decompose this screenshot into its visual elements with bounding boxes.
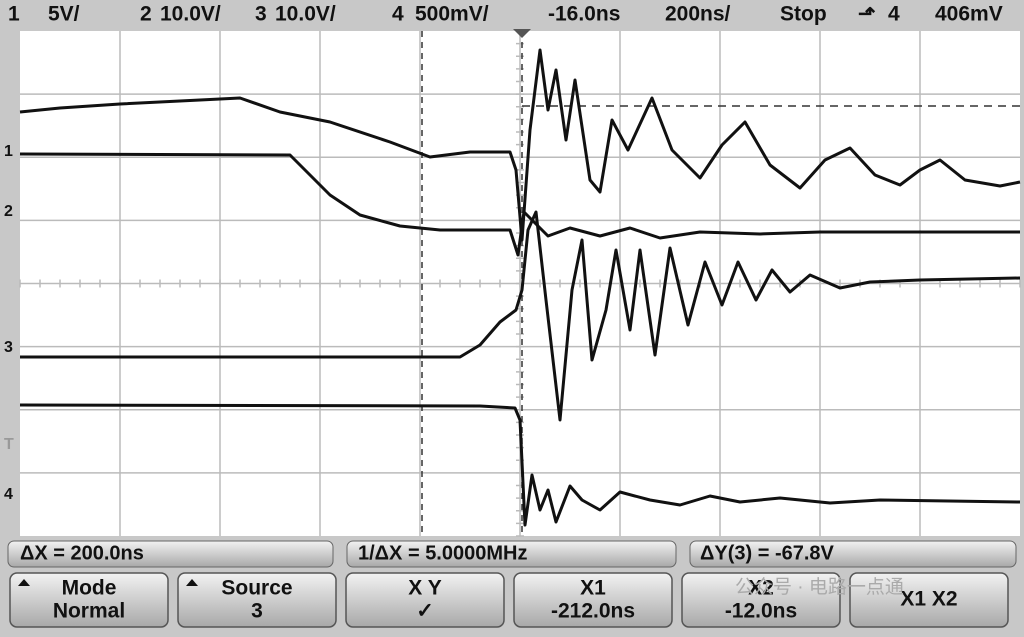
softkey[interactable] (849, 572, 1009, 628)
softkey[interactable] (9, 572, 169, 628)
delta-y: ΔY(3) = -67.8V (700, 542, 835, 564)
ch1-label: 1 (8, 3, 20, 26)
trace-ch2 (19, 152, 1020, 257)
softkey-title: X1 X2 (900, 588, 957, 611)
menu-arrow (186, 579, 198, 586)
softkey-title: Mode (62, 577, 117, 600)
softkey-title: X2 (748, 577, 774, 600)
trace-ch3 (20, 210, 1021, 422)
softkey[interactable] (177, 572, 337, 628)
delta-x: ΔX = 200.0ns (20, 542, 144, 564)
ch3-marker: 3 (4, 339, 13, 356)
header: 1 5V/ 2 10.0V/ 3 10.0V/ 4 500mV/ -16.0ns… (8, 3, 1003, 26)
inverse-delta-x: 1/ΔX = 5.0000MHz (358, 542, 527, 564)
trigger-position-marker (513, 29, 531, 38)
trigger-level: 406mV (935, 3, 1003, 26)
trigger-marker: T (4, 436, 14, 453)
timebase: 200ns/ (665, 3, 731, 26)
softkey-value: -212.0ns (551, 600, 635, 623)
trace-ch1 (19, 48, 1021, 242)
meas-box (7, 540, 334, 568)
softkey[interactable] (513, 572, 673, 628)
trace-ch4 (19, 403, 1021, 527)
grid (19, 30, 1021, 537)
meas-box (689, 540, 1017, 568)
measurement-bar: ΔX = 200.0ns 1/ΔX = 5.0000MHz ΔY(3) = -6… (7, 540, 1017, 568)
softkey-value: Normal (53, 600, 125, 623)
run-state: Stop (780, 3, 827, 26)
ch3-label: 3 (255, 3, 267, 26)
softkey-title: X Y (408, 577, 441, 600)
softkey-title: X1 (580, 577, 606, 600)
ch4-label: 4 (392, 3, 404, 26)
ch2-scale: 10.0V/ (160, 3, 221, 26)
ch1-marker: 1 (4, 143, 13, 160)
softkey-value: ✓ (416, 600, 434, 623)
ch4-scale: 500mV/ (415, 3, 489, 26)
softkey[interactable] (345, 572, 505, 628)
menu-arrow (18, 579, 30, 586)
ch2-label: 2 (140, 3, 152, 26)
softkey[interactable] (681, 572, 841, 628)
softkey-title: Source (221, 577, 292, 600)
ch3-scale: 10.0V/ (275, 3, 336, 26)
trigger-slope: ⬏ (858, 3, 876, 26)
ch4-marker: 4 (4, 486, 13, 503)
trigger-source: 4 (888, 3, 900, 26)
softkey-value: 3 (251, 600, 263, 623)
ch2-marker: 2 (4, 203, 13, 220)
ch1-scale: 5V/ (48, 3, 80, 26)
meas-box (346, 540, 677, 568)
delay: -16.0ns (548, 3, 620, 26)
channel-markers: 1 2 3 T 4 (4, 143, 14, 503)
watermark: 公众号 · 电路一点通 (735, 576, 904, 598)
softkey-value: -12.0ns (725, 600, 797, 623)
